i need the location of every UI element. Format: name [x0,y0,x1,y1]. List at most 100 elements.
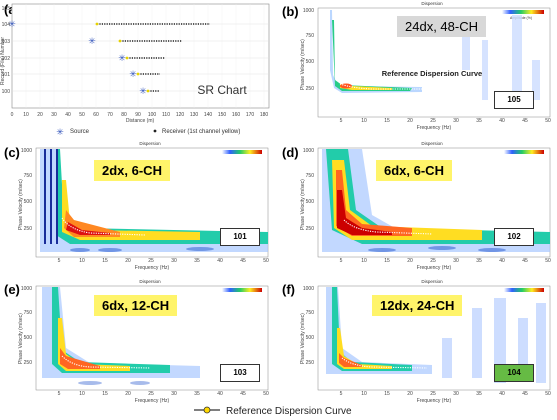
svg-text:Phase Velocity (m/sec): Phase Velocity (m/sec) [18,179,24,230]
legend-source: Source [70,129,90,135]
legend-receiver: Receiver (1st channel yellow) [162,129,240,135]
svg-text:130: 130 [190,112,199,118]
svg-text:Frequency (Hz): Frequency (Hz) [135,398,170,404]
svg-text:60: 60 [93,112,99,118]
svg-text:25: 25 [148,391,154,397]
dispersion-panel-f: Dispersion 1000 750 500 250 Phase Veloci… [300,279,551,404]
svg-text:10: 10 [361,258,367,264]
svg-text:70: 70 [107,112,113,118]
svg-text:10: 10 [361,118,367,124]
svg-text:1000: 1000 [21,286,32,292]
svg-text:30: 30 [453,258,459,264]
svg-text:25: 25 [430,258,436,264]
record-id-e: 103 [220,364,260,382]
svg-text:15: 15 [384,118,390,124]
svg-text:Frequency (Hz): Frequency (Hz) [417,398,452,404]
source-marker: ✳ [118,53,126,63]
sr-chart: ✳ ✳ ✳ ✳ ✳ 105 104 103 102 101 100 Record… [0,3,270,137]
svg-text:✳: ✳ [56,127,64,137]
svg-text:750: 750 [306,173,315,179]
svg-text:1000: 1000 [303,286,314,292]
svg-text:Phase Velocity (m/sec): Phase Velocity (m/sec) [300,313,306,364]
svg-text:30: 30 [171,391,177,397]
svg-text:25: 25 [430,118,436,124]
svg-text:45: 45 [522,258,528,264]
sr-ylabel: Record (File) Number [0,37,6,85]
svg-text:35: 35 [194,391,200,397]
svg-text:5: 5 [58,391,61,397]
svg-text:500: 500 [306,59,315,65]
svg-text:160: 160 [232,112,241,118]
svg-text:Phase Velocity (m/sec): Phase Velocity (m/sec) [300,39,306,90]
svg-text:180: 180 [260,112,269,118]
svg-text:Phase Velocity (m/sec): Phase Velocity (m/sec) [18,313,24,364]
svg-text:5: 5 [340,118,343,124]
svg-text:0: 0 [11,112,14,118]
svg-text:10: 10 [23,112,29,118]
svg-text:25: 25 [148,258,154,264]
svg-text:15: 15 [384,391,390,397]
svg-text:750: 750 [306,310,315,316]
config-tag-e: 6dx, 12-CH [94,295,178,316]
svg-text:40: 40 [499,118,505,124]
svg-text:100: 100 [148,112,157,118]
svg-text:40: 40 [499,391,505,397]
svg-text:500: 500 [306,335,315,341]
svg-text:35: 35 [194,258,200,264]
svg-text:20: 20 [37,112,43,118]
svg-text:50: 50 [263,391,269,397]
svg-text:250: 250 [24,360,33,366]
svg-text:1000: 1000 [303,148,314,154]
svg-text:1000: 1000 [21,148,32,154]
svg-text:Phase Velocity (m/sec): Phase Velocity (m/sec) [300,179,306,230]
svg-text:5: 5 [58,258,61,264]
svg-text:Frequency (Hz): Frequency (Hz) [135,265,170,271]
svg-text:25: 25 [430,391,436,397]
reference-curve-legend: Reference Dispersion Curve [194,406,352,417]
svg-text:50: 50 [79,112,85,118]
panel-e-label: (e) [4,282,20,297]
svg-text:10: 10 [361,391,367,397]
svg-text:30: 30 [453,391,459,397]
svg-text:102: 102 [2,56,11,62]
svg-text:45: 45 [522,118,528,124]
svg-text:500: 500 [24,199,33,205]
panel-f-label: (f) [282,282,295,297]
panel-b-label: (b) [282,4,299,19]
svg-text:45: 45 [240,258,246,264]
source-marker: ✳ [8,19,16,29]
svg-text:15: 15 [102,391,108,397]
svg-text:140: 140 [204,112,213,118]
svg-text:35: 35 [476,258,482,264]
ref-curve-annotation: Reference Dispersion Curve [382,69,482,78]
svg-text:750: 750 [306,33,315,39]
svg-text:100: 100 [2,89,11,95]
svg-text:Frequency (Hz): Frequency (Hz) [417,265,452,271]
svg-text:40: 40 [217,258,223,264]
svg-text:170: 170 [246,112,255,118]
svg-text:Dispersion: Dispersion [139,141,161,146]
svg-text:Dispersion: Dispersion [139,279,161,284]
svg-text:20: 20 [407,258,413,264]
svg-text:50: 50 [545,118,551,124]
svg-text:30: 30 [51,112,57,118]
svg-text:30: 30 [171,258,177,264]
svg-text:250: 250 [306,360,315,366]
svg-text:5: 5 [340,391,343,397]
svg-text:40: 40 [65,112,71,118]
svg-text:10: 10 [79,258,85,264]
config-tag-f: 12dx, 24-CH [372,295,463,316]
panel-c-label: (c) [4,145,20,160]
svg-text:Dispersion: Dispersion [421,1,443,6]
svg-text:40: 40 [217,391,223,397]
svg-text:500: 500 [306,199,315,205]
svg-text:104: 104 [2,22,11,28]
svg-text:120: 120 [176,112,185,118]
svg-text:103: 103 [2,39,11,45]
svg-text:750: 750 [24,173,33,179]
svg-text:250: 250 [306,226,315,232]
svg-text:30: 30 [453,118,459,124]
svg-text:20: 20 [125,391,131,397]
svg-text:10: 10 [79,391,85,397]
svg-text:150: 150 [218,112,227,118]
